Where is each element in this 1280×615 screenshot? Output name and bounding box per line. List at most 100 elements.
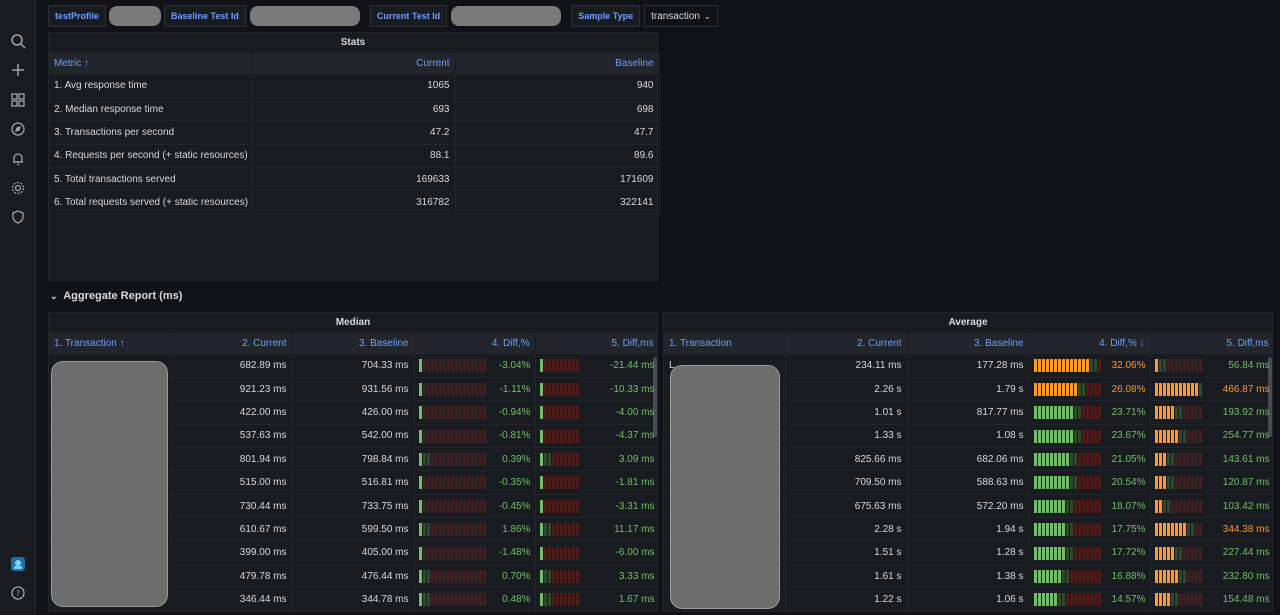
average-diff-percent-cell: 14.57% [1029, 587, 1151, 611]
current-test-id-value-redacted[interactable] [451, 6, 562, 26]
sample-type-select[interactable]: transaction ⌄ [644, 5, 718, 27]
average-baseline-cell: 682.06 ms [907, 447, 1030, 472]
shield-icon[interactable] [9, 208, 27, 226]
average-col-current[interactable]: 2. Current [785, 333, 908, 354]
stats-col-baseline[interactable]: Baseline [455, 53, 660, 74]
stats-metric-cell: 4. Requests per second (+ static resourc… [49, 144, 253, 169]
plus-icon[interactable] [9, 61, 27, 79]
average-diff-ms-cell: 143.61 ms [1150, 447, 1272, 472]
median-current-cell: 399.00 ms [170, 541, 293, 566]
average-col-diff-ms[interactable]: 5. Diff,ms [1150, 333, 1272, 354]
average-diff-percent-cell: 32.06% [1029, 354, 1151, 378]
average-diff-percent-cell: 26.08% [1029, 377, 1151, 402]
stats-col-current[interactable]: Current [252, 53, 456, 74]
stats-metric-cell: 3. Transactions per second [49, 120, 253, 145]
median-diff-percent-cell: 0.70% [414, 564, 536, 589]
average-current-cell: 234.11 ms [785, 354, 908, 378]
average-diff-ms-value: 120.87 ms [1222, 477, 1270, 489]
dashboards-icon[interactable] [9, 91, 27, 109]
average-diff-ms-value: 466.87 ms [1222, 383, 1270, 395]
median-diff-ms-cell: 11.17 ms [535, 517, 657, 542]
median-baseline-cell: 426.00 ms [292, 400, 415, 425]
average-baseline-cell: 1.38 s [907, 564, 1030, 589]
average-col-baseline[interactable]: 3. Baseline [907, 333, 1030, 354]
average-baseline-cell: 177.28 ms [907, 354, 1030, 378]
stats-col-metric[interactable]: Metric ↑ [49, 53, 253, 74]
diff-gauge-bar [539, 382, 579, 396]
median-col-transaction[interactable]: 1. Transaction ↑ [49, 333, 171, 354]
median-diff-ms-cell: -1.81 ms [535, 470, 657, 495]
median-current-cell: 422.00 ms [170, 400, 293, 425]
median-current-cell: 515.00 ms [170, 470, 293, 495]
median-baseline-cell: 798.84 ms [292, 447, 415, 472]
average-diff-percent-value: 17.75% [1111, 523, 1146, 535]
median-current-cell: 801.94 ms [170, 447, 293, 472]
average-diff-percent-value: 26.08% [1111, 383, 1146, 395]
diff-gauge-bar [1033, 570, 1101, 584]
average-diff-ms-cell: 56.84 ms [1150, 354, 1272, 378]
median-baseline-cell: 704.33 ms [292, 354, 415, 378]
baseline-test-id-value-redacted[interactable] [249, 6, 360, 26]
median-diff-ms-cell: 3.33 ms [535, 564, 657, 589]
average-col-transaction[interactable]: 1. Transaction [664, 333, 786, 354]
median-diff-percent-value: 1.86% [502, 523, 531, 535]
aggregate-report-row-header[interactable]: ⌄ Aggregate Report (ms) [50, 290, 182, 302]
median-baseline-cell: 599.50 ms [292, 517, 415, 542]
median-diff-percent-cell: -0.94% [414, 400, 536, 425]
stats-current-cell: 169633 [252, 167, 456, 192]
average-baseline-cell: 1.94 s [907, 517, 1030, 542]
average-panel-title: Average [948, 317, 988, 328]
average-diff-ms-value: 193.92 ms [1222, 406, 1270, 418]
median-baseline-cell: 516.81 ms [292, 470, 415, 495]
average-diff-percent-value: 14.57% [1111, 594, 1146, 606]
table-row: 3. Transactions per second 47.2 47.7 [49, 120, 660, 145]
average-current-cell: 1.51 s [785, 541, 908, 566]
median-scrollbar[interactable] [653, 357, 657, 437]
diff-gauge-bar [539, 359, 579, 372]
diff-gauge-bar [1154, 476, 1202, 490]
average-panel: Average 1. Transaction 2. Current 3. Bas… [663, 312, 1273, 612]
median-diff-ms-value: -4.37 ms [615, 430, 655, 442]
average-current-cell: 1.01 s [785, 400, 908, 425]
average-diff-percent-value: 20.54% [1111, 477, 1146, 489]
median-diff-percent-cell: 0.39% [414, 447, 536, 472]
aggregate-report-title: Aggregate Report (ms) [63, 290, 183, 302]
median-col-diff-ms[interactable]: 5. Diff,ms [535, 333, 657, 354]
median-diff-percent-cell: -1.48% [414, 541, 536, 566]
stats-baseline-cell: 698 [455, 97, 660, 122]
median-diff-ms-cell: -10.33 ms [535, 377, 657, 402]
average-col-diff-percent[interactable]: 4. Diff,% ↓ [1029, 333, 1151, 354]
search-icon[interactable] [9, 32, 27, 50]
user-avatar-icon[interactable] [9, 555, 27, 573]
diff-gauge-bar [539, 570, 579, 584]
diff-gauge-bar [539, 499, 579, 513]
gear-icon[interactable] [9, 179, 27, 197]
test-profile-value-redacted[interactable] [109, 6, 162, 26]
diff-gauge-bar [539, 546, 579, 560]
median-baseline-cell: 931.56 ms [292, 377, 415, 402]
median-col-diff-percent[interactable]: 4. Diff,% [414, 333, 536, 354]
average-diff-ms-cell: 120.87 ms [1150, 470, 1272, 495]
diff-gauge-bar [1033, 499, 1101, 513]
diff-gauge-bar [539, 429, 579, 443]
median-current-cell: 921.23 ms [170, 377, 293, 402]
average-diff-percent-value: 21.05% [1111, 453, 1146, 465]
bell-icon[interactable] [9, 150, 27, 168]
median-col-baseline[interactable]: 3. Baseline [292, 333, 415, 354]
average-current-cell: 1.22 s [785, 587, 908, 611]
median-col-current[interactable]: 2. Current [170, 333, 293, 354]
diff-gauge-bar [1154, 546, 1202, 560]
median-panel: Median 1. Transaction ↑ 2. Current 3. Ba… [48, 312, 658, 612]
diff-gauge-bar [1033, 593, 1101, 607]
average-scrollbar[interactable] [1268, 357, 1272, 437]
median-baseline-cell: 542.00 ms [292, 424, 415, 449]
average-diff-percent-cell: 23.71% [1029, 400, 1151, 425]
sample-type-value: transaction [651, 10, 700, 22]
median-baseline-cell: 476.44 ms [292, 564, 415, 589]
diff-gauge-bar [418, 429, 486, 443]
average-diff-ms-value: 254.77 ms [1222, 430, 1270, 442]
variables-bar: testProfile Baseline Test Id Current Tes… [48, 4, 718, 28]
help-icon[interactable]: ? [9, 584, 27, 602]
average-diff-percent-cell: 16.88% [1029, 564, 1151, 589]
explore-compass-icon[interactable] [9, 120, 27, 138]
